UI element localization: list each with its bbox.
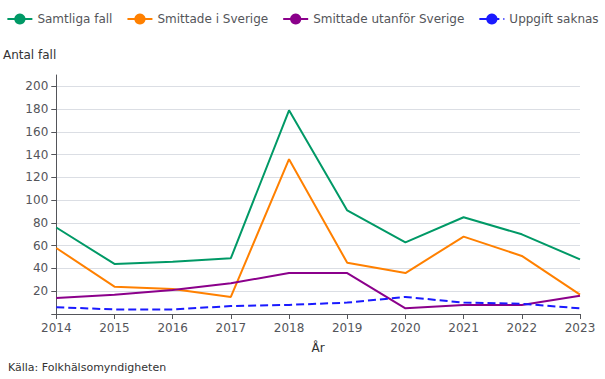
svg-text:2017: 2017 bbox=[216, 321, 247, 335]
svg-text:40: 40 bbox=[33, 261, 48, 275]
svg-text:Uppgift saknas: Uppgift saknas bbox=[509, 12, 598, 26]
svg-text:Antal fall: Antal fall bbox=[3, 48, 56, 62]
svg-text:2014: 2014 bbox=[41, 321, 72, 335]
svg-text:200: 200 bbox=[25, 79, 48, 93]
svg-text:2018: 2018 bbox=[274, 321, 305, 335]
svg-text:180: 180 bbox=[25, 102, 48, 116]
svg-text:80: 80 bbox=[33, 216, 48, 230]
svg-text:Smittade i Sverige: Smittade i Sverige bbox=[157, 12, 268, 26]
svg-text:2021: 2021 bbox=[448, 321, 479, 335]
svg-text:Smittade utanför Sverige: Smittade utanför Sverige bbox=[313, 12, 464, 26]
svg-text:2015: 2015 bbox=[99, 321, 130, 335]
svg-text:2023: 2023 bbox=[565, 321, 596, 335]
svg-text:20: 20 bbox=[33, 284, 48, 298]
svg-text:2022: 2022 bbox=[507, 321, 538, 335]
svg-text:60: 60 bbox=[33, 239, 48, 253]
svg-text:År: År bbox=[312, 340, 325, 355]
svg-text:Samtliga fall: Samtliga fall bbox=[37, 12, 112, 26]
svg-text:140: 140 bbox=[25, 148, 48, 162]
svg-text:2020: 2020 bbox=[390, 321, 421, 335]
svg-text:100: 100 bbox=[25, 193, 48, 207]
svg-text:Källa: Folkhälsomyndigheten: Källa: Folkhälsomyndigheten bbox=[8, 361, 166, 374]
svg-text:160: 160 bbox=[25, 125, 48, 139]
svg-text:2019: 2019 bbox=[332, 321, 363, 335]
svg-text:2016: 2016 bbox=[157, 321, 188, 335]
svg-text:120: 120 bbox=[25, 170, 48, 184]
